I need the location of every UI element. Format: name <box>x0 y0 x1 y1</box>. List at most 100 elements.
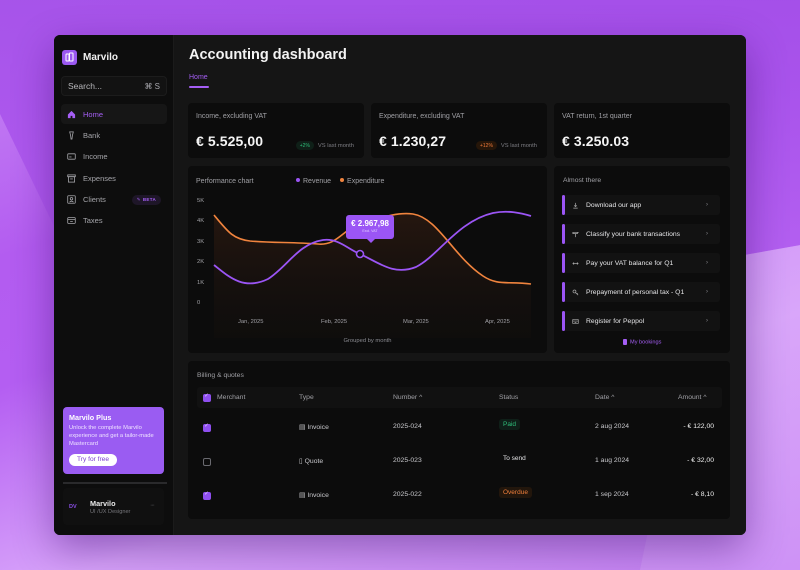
row-number: 2025-023 <box>393 457 422 464</box>
column-amount[interactable]: Amount ^ <box>678 394 707 401</box>
tasks-title: Almost there <box>563 177 602 184</box>
row-amount: - € 122,00 <box>683 423 714 430</box>
sidebar-item-home[interactable]: Home <box>61 104 167 124</box>
row-type: ▯ Quote <box>299 458 324 465</box>
my-bookings-link[interactable]: My bookings <box>554 339 730 346</box>
onboarding-tasks-card: Almost there Download our app › Classify… <box>554 166 730 353</box>
tab-home[interactable]: Home <box>189 74 208 81</box>
kpi-card-income: Income, excluding VAT € 5.525,00 +2% VS … <box>188 103 364 158</box>
search-placeholder: Search... <box>68 81 103 91</box>
task-pay-vat[interactable]: Pay your VAT balance for Q1 › <box>562 253 720 273</box>
row-type: ▤ Invoice <box>299 492 329 499</box>
delta-compare: VS last month <box>317 142 354 149</box>
bank-icon <box>69 131 74 140</box>
column-date[interactable]: Date ^ <box>595 394 615 401</box>
legend-revenue: Revenue <box>296 178 331 185</box>
quote-icon: ▯ <box>299 458 303 465</box>
task-register-peppol[interactable]: Register for Peppol › <box>562 311 720 331</box>
y-tick: 5K <box>197 198 205 204</box>
promo-text: Unlock the complete Marvilo experience a… <box>69 425 154 447</box>
pencil-icon: ✎ <box>136 196 141 202</box>
column-merchant[interactable]: Merchant <box>217 394 246 401</box>
tooltip-value: € 2.967,98 <box>351 219 389 228</box>
sidebar-item-label: Home <box>83 109 104 119</box>
brand-logo-icon <box>62 49 77 65</box>
row-status: Paid <box>499 419 521 430</box>
active-tab-indicator <box>189 86 209 88</box>
task-prepayment-tax[interactable]: Prepayment of personal tax - Q1 › <box>562 282 720 302</box>
row-amount: - € 8,10 <box>690 491 714 498</box>
task-label: Classify your bank transactions <box>586 230 681 238</box>
x-tick: Apr, 2025 <box>485 319 510 325</box>
column-type[interactable]: Type <box>299 394 314 401</box>
home-icon <box>67 110 76 118</box>
sidebar-item-label: Income <box>83 152 108 162</box>
kpi-value: € 5.525,00 <box>196 133 264 149</box>
brand-name: Marvilo <box>83 51 119 63</box>
table-row[interactable]: ▯ Quote 2025-023 To send 1 aug 2024 - € … <box>197 445 722 479</box>
y-tick: 4K <box>197 218 205 224</box>
row-number: 2025-024 <box>393 423 422 430</box>
kpi-label: Expenditure, excluding VAT <box>379 113 465 120</box>
column-number[interactable]: Number ^ <box>393 394 423 401</box>
chart-title: Performance chart <box>196 178 254 185</box>
y-tick: 2K <box>197 259 205 265</box>
kpi-delta: +2% VS last month <box>295 141 354 150</box>
sidebar-item-label: Clients <box>83 195 106 205</box>
sidebar-item-bank[interactable]: Bank <box>61 125 167 145</box>
chevron-right-icon: › <box>706 231 708 237</box>
status-badge: Paid <box>499 419 521 430</box>
taxes-icon <box>67 217 76 225</box>
chart-legend: Revenue Expenditure <box>296 178 384 185</box>
table-row[interactable]: ▤ Invoice 2025-022 Overdue 1 sep 2024 - … <box>197 479 722 513</box>
sidebar: Marvilo Search... ⌘ S Home Bank Income E… <box>54 35 174 535</box>
avatar: DV <box>69 503 77 510</box>
row-status: To send <box>499 455 530 462</box>
table-header: Merchant Type Number ^ Status Date ^ Amo… <box>197 387 722 408</box>
legend-expenditure: Expenditure <box>340 178 384 185</box>
table-row[interactable]: ▤ Invoice 2025-024 Paid 2 aug 2024 - € 1… <box>197 411 722 445</box>
tooltip-point <box>355 249 365 259</box>
sort-up-icon: ^ <box>419 394 423 401</box>
sidebar-nav: Home Bank Income Expenses Clients ✎ BETA <box>61 104 167 231</box>
row-number: 2025-022 <box>393 491 422 498</box>
clients-icon <box>67 195 76 204</box>
promo-title: Marvilo Plus <box>69 413 112 422</box>
user-profile-card[interactable]: DV Marvilo UI /UX Designer ··· <box>63 488 164 525</box>
bookings-icon <box>622 339 628 345</box>
sidebar-item-income[interactable]: Income <box>61 147 167 167</box>
brand: Marvilo <box>62 48 167 66</box>
row-checkbox[interactable] <box>203 423 211 432</box>
row-checkbox[interactable] <box>203 491 211 500</box>
expenses-icon <box>67 174 76 183</box>
signpost-icon <box>572 231 579 237</box>
kpi-card-expenditure: Expenditure, excluding VAT € 1.230,27 +1… <box>371 103 547 158</box>
download-icon <box>573 202 578 208</box>
more-options-icon[interactable]: ··· <box>150 502 155 509</box>
sort-up-icon: ^ <box>611 394 615 401</box>
try-for-free-button[interactable]: Try for free <box>69 453 117 466</box>
sidebar-item-clients[interactable]: Clients ✎ BETA <box>61 190 167 210</box>
income-icon <box>67 153 76 160</box>
row-checkbox[interactable] <box>203 458 211 466</box>
row-status: Overdue <box>499 487 532 498</box>
key-icon <box>572 289 579 295</box>
chevron-right-icon: › <box>706 202 708 208</box>
column-status[interactable]: Status <box>499 394 519 401</box>
task-classify-transactions[interactable]: Classify your bank transactions › <box>562 224 720 244</box>
sidebar-item-taxes[interactable]: Taxes <box>61 211 167 231</box>
sidebar-item-expenses[interactable]: Expenses <box>61 168 167 188</box>
select-all-checkbox[interactable] <box>203 393 211 402</box>
user-role: UI /UX Designer <box>90 508 131 515</box>
delta-badge: +12% <box>475 141 497 150</box>
upgrade-promo-card: Marvilo Plus Unlock the complete Marvilo… <box>63 407 164 474</box>
chevron-right-icon: › <box>706 289 708 295</box>
sort-up-icon: ^ <box>703 394 707 401</box>
status-badge: To send <box>503 455 526 462</box>
x-tick: Feb, 2025 <box>321 319 348 325</box>
delta-compare: VS last month <box>500 142 537 149</box>
search-input[interactable]: Search... ⌘ S <box>61 76 167 96</box>
main-content: Accounting dashboard Home Income, exclud… <box>174 35 746 535</box>
task-label: Download our app <box>586 201 642 209</box>
task-download-app[interactable]: Download our app › <box>562 195 720 215</box>
